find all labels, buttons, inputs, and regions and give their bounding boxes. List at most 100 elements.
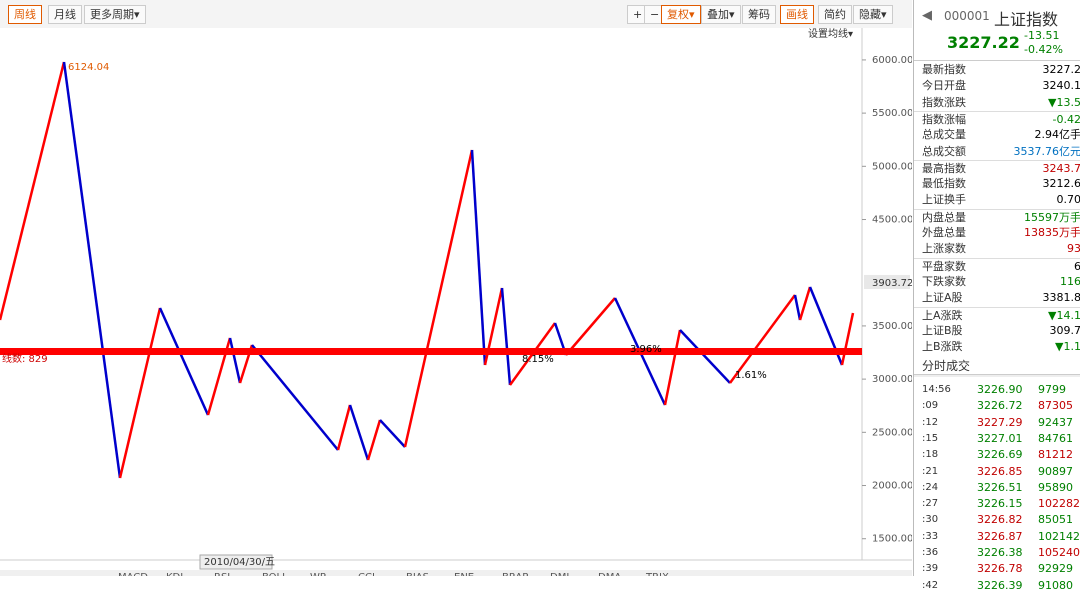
tick-price: 3227.29 xyxy=(977,415,1023,431)
field-row: 上证B股 309.7 xyxy=(914,323,1080,339)
quote-panel: ◀ 000001 上证指数 3227.22 -13.51 -0.42% 最新指数… xyxy=(913,0,1080,576)
tick-time: :15 xyxy=(922,431,938,447)
toolbar-button[interactable]: 筹码 xyxy=(742,5,776,24)
field-value: 93 xyxy=(1067,241,1080,257)
price: 3227.22 xyxy=(947,33,1020,52)
indicator-tab: BOLL xyxy=(262,572,288,576)
toolbar-button[interactable]: 叠加▾ xyxy=(701,5,741,24)
annotation: 3.96% xyxy=(630,344,662,355)
field-row: 指数涨跌 ▼13.5 xyxy=(914,95,1080,111)
indicator-tab: BIAS xyxy=(406,572,429,576)
field-value: 309.7 xyxy=(1050,323,1080,339)
toolbar-button[interactable]: 周线 xyxy=(8,5,42,24)
field-label: 平盘家数 xyxy=(922,259,966,275)
y-tick-label: 5500.00 xyxy=(872,108,912,119)
field-row: 指数涨幅-0.42 xyxy=(914,111,1080,128)
indicator-tab: TRIX xyxy=(645,572,669,576)
field-label: 指数涨跌 xyxy=(922,95,966,111)
field-label: 总成交量 xyxy=(922,127,966,143)
y-tick-label: 2500.00 xyxy=(872,427,912,438)
tick-time: :24 xyxy=(922,480,938,496)
tick-price: 3226.38 xyxy=(977,545,1023,561)
field-value: 3240.1 xyxy=(1043,78,1080,94)
field-label: 上证B股 xyxy=(922,323,963,339)
field-value: -0.42 xyxy=(1053,112,1080,128)
indicator-tab: BRAR xyxy=(502,572,529,576)
tick-volume: 91080 xyxy=(1038,578,1073,594)
field-value: ▼13.5 xyxy=(1048,95,1080,111)
tick-volume: 84761 xyxy=(1038,431,1073,447)
tick-volume: 81212 xyxy=(1038,447,1073,463)
field-value: 3537.76亿元 xyxy=(1014,144,1080,160)
y-tick-label: 5000.00 xyxy=(872,161,912,172)
tick-volume: 105240 xyxy=(1038,545,1080,561)
tick-price: 3226.39 xyxy=(977,578,1023,594)
y-tick-label: 6000.00 xyxy=(872,55,912,66)
code: 000001 xyxy=(944,9,990,23)
field-label: 最低指数 xyxy=(922,176,966,192)
field-row: 今日开盘 3240.1 xyxy=(914,78,1080,94)
field-value: 3243.7 xyxy=(1043,161,1080,177)
toolbar-button[interactable]: 简约 xyxy=(818,5,852,24)
tick-price: 3226.87 xyxy=(977,529,1023,545)
indicator-tab: DMA xyxy=(598,572,621,576)
field-value: ▼14.1 xyxy=(1048,308,1080,324)
toolbar-button[interactable]: 月线 xyxy=(48,5,82,24)
field-label: 总成交额 xyxy=(922,144,966,160)
toolbar-button[interactable]: 画线 xyxy=(780,5,814,24)
field-label: 今日开盘 xyxy=(922,78,966,94)
peak-label: 6124.04 xyxy=(68,62,109,73)
field-value: 15597万手 xyxy=(1024,210,1080,226)
horizontal-line xyxy=(0,348,862,355)
toolbar-button[interactable]: 更多周期▾ xyxy=(84,5,146,24)
tick-time: :30 xyxy=(922,512,938,528)
field-row: 最高指数 3243.7 xyxy=(914,160,1080,177)
nav-arrow[interactable]: ◀ xyxy=(922,8,932,23)
tick-price: 3226.85 xyxy=(977,464,1023,480)
separator xyxy=(914,374,1080,377)
tick-price: 3226.69 xyxy=(977,447,1023,463)
tick-time: :33 xyxy=(922,529,938,545)
tick-row: :30 3226.82 85051 xyxy=(914,512,1080,528)
y-tick-label: 3000.00 xyxy=(872,374,912,385)
y-tick-label: 3500.00 xyxy=(872,321,912,332)
ticks-title: 分时成交 xyxy=(922,357,970,374)
tick-time: 14:56 xyxy=(922,382,951,398)
y-tick-label: 1500.00 xyxy=(872,534,912,545)
tick-price: 3226.78 xyxy=(977,561,1023,577)
field-label: 最高指数 xyxy=(922,161,966,177)
toolbar-button[interactable]: 隐藏▾ xyxy=(853,5,893,24)
tick-time: :18 xyxy=(922,447,938,463)
tick-time: :36 xyxy=(922,545,938,561)
line-label: 线数: 829 xyxy=(2,352,48,365)
tick-price: 3226.82 xyxy=(977,512,1023,528)
field-value: 0.70 xyxy=(1057,192,1080,208)
date-label: 2010/04/30/五 xyxy=(204,557,275,568)
field-value: 3381.8 xyxy=(1043,290,1080,306)
annotation: 8.15% xyxy=(522,354,554,365)
y-tick-label: 4500.00 xyxy=(872,215,912,226)
name: 上证指数 xyxy=(994,6,1058,30)
toolbar: 周线月线更多周期▾+−复权▾叠加▾筹码画线简约隐藏▾ xyxy=(0,0,912,29)
separator xyxy=(914,60,1080,61)
field-row: 上B涨跌▼1.1 xyxy=(914,339,1080,355)
tick-volume: 102282 xyxy=(1038,496,1080,512)
toolbar-button[interactable]: 复权▾ xyxy=(661,5,701,24)
ma-setting[interactable]: 设置均线▾ xyxy=(808,28,853,40)
chart-bg xyxy=(0,28,912,576)
tick-volume: 90897 xyxy=(1038,464,1073,480)
tick-volume: 85051 xyxy=(1038,512,1073,528)
tick-time: :42 xyxy=(922,578,938,594)
annotation: 1.61% xyxy=(735,370,767,381)
indicator-tab: KDJ xyxy=(166,572,183,576)
